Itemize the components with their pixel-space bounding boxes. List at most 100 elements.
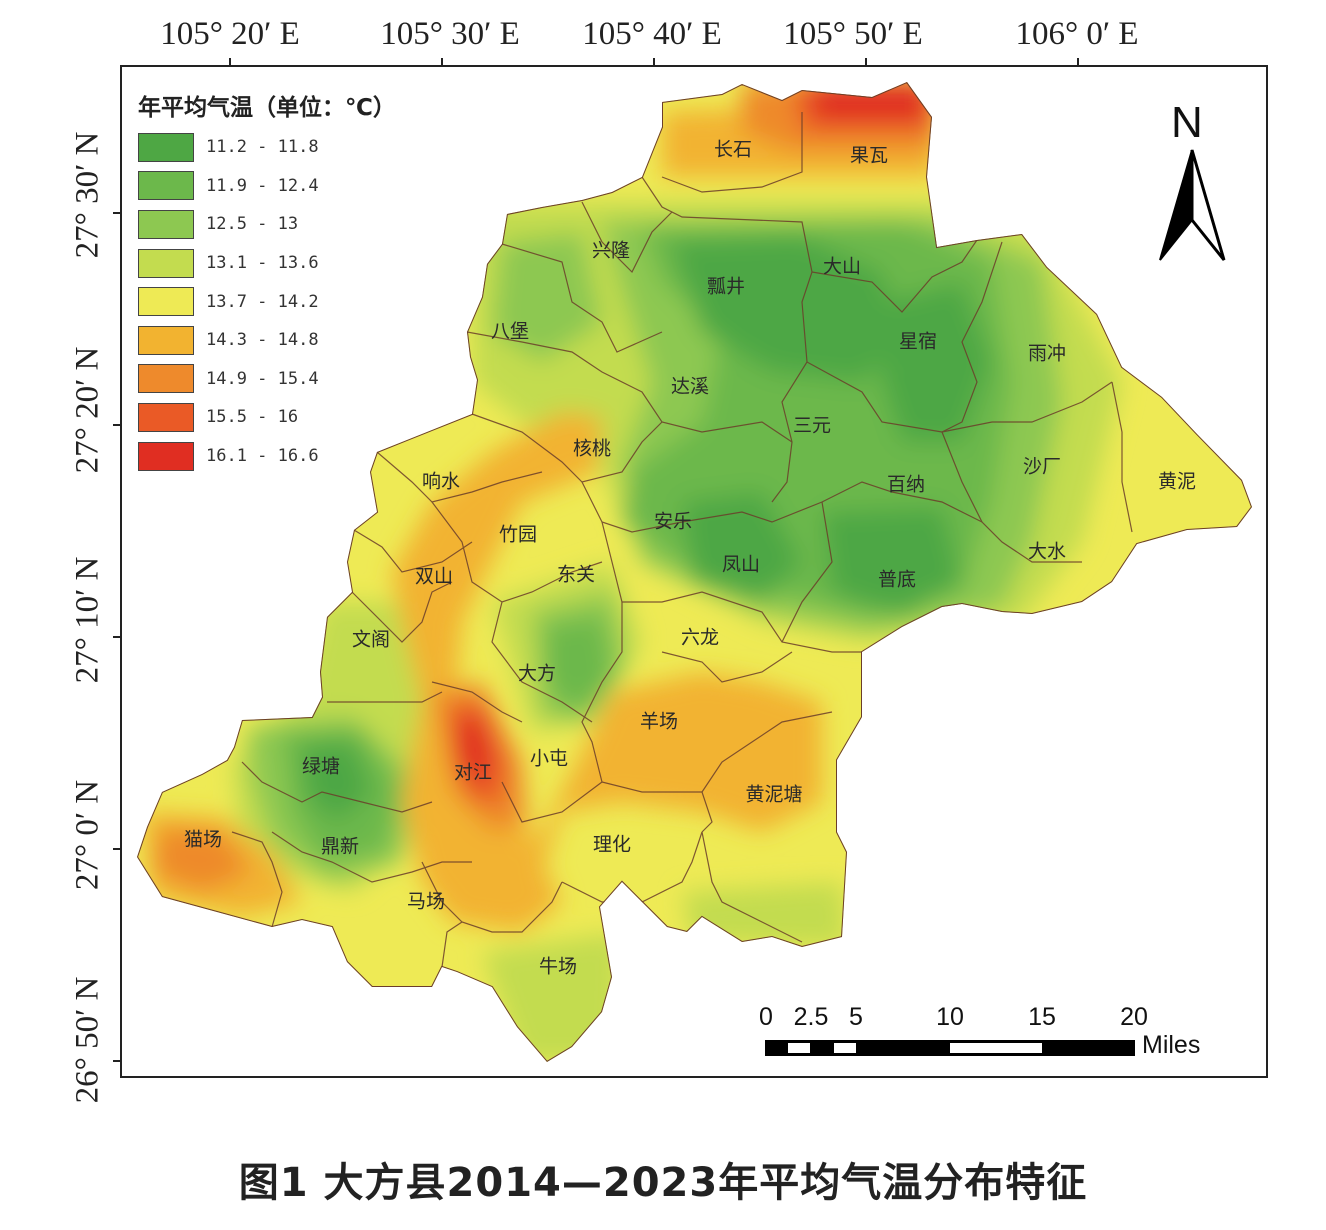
scale-tick-label: 5 [849, 1003, 863, 1031]
scale-bar: 0 2.5 5 10 15 20 Miles [759, 1003, 1214, 1063]
town-label-maochang: 猫场 [183, 828, 223, 851]
longitude-tick [653, 58, 655, 66]
latitude-label: 27° 30′ N [69, 131, 106, 259]
scale-tick-label: 10 [936, 1003, 964, 1031]
town-label-dashui: 大水 [1027, 540, 1067, 563]
town-label-shachang: 沙厂 [1022, 455, 1062, 478]
town-label-duijiang: 对江 [453, 761, 493, 784]
township-boundaries [231, 112, 1133, 968]
longitude-tick [441, 58, 443, 66]
town-label-shuangshan: 双山 [414, 565, 454, 588]
legend-label: 14.9 - 15.4 [206, 368, 319, 389]
town-label-baina: 百纳 [886, 473, 926, 496]
legend: 年平均气温（单位：℃） 11.2 - 11.8 11.9 - 12.4 12.5 -… [138, 88, 396, 475]
legend-item: 15.5 - 16 [138, 398, 396, 437]
town-label-lvtang: 绿塘 [301, 755, 341, 778]
longitude-label: 105° 40′ E [582, 16, 722, 52]
town-label-anle: 安乐 [653, 510, 693, 533]
legend-swatch [138, 132, 194, 162]
longitude-tick [229, 58, 231, 66]
longitude-tick [1077, 58, 1079, 66]
legend-label: 15.5 - 16 [206, 407, 299, 428]
town-label-yuchong: 雨冲 [1027, 342, 1067, 365]
scale-tick-label: 2.5 [793, 1003, 829, 1031]
legend-item: 14.9 - 15.4 [138, 360, 396, 399]
legend-label: 12.5 - 13 [206, 214, 299, 235]
town-label-dashan: 大山 [822, 255, 862, 278]
town-label-wenge: 文阁 [351, 628, 391, 651]
legend-item: 14.3 - 14.8 [138, 321, 396, 360]
latitude-tick [113, 424, 121, 426]
latitude-tick [113, 636, 121, 638]
town-label-yangchang: 羊场 [639, 710, 679, 733]
legend-item: 11.9 - 12.4 [138, 167, 396, 206]
town-label-liulong: 六龙 [680, 626, 720, 649]
town-label-xiaotun: 小屯 [529, 747, 569, 770]
town-label-zhuyuan: 竹园 [498, 523, 538, 546]
town-label-guowa: 果瓦 [849, 144, 889, 167]
legend-item: 16.1 - 16.6 [138, 437, 396, 476]
town-label-daxi: 达溪 [670, 375, 710, 398]
scale-bar-graphic [765, 1040, 1135, 1056]
temperature-map [137, 82, 1252, 1062]
latitude-tick [113, 212, 121, 214]
legend-title: 年平均气温（单位：℃） [138, 95, 396, 121]
legend-label: 11.2 - 11.8 [206, 137, 319, 158]
town-label-sanyuan: 三元 [792, 414, 832, 437]
town-label-changshi: 长石 [713, 138, 753, 161]
longitude-label: 105° 50′ E [783, 16, 923, 52]
scale-tick-label: 0 [759, 1003, 773, 1031]
town-label-piaojing: 瓢井 [706, 275, 746, 298]
town-label-lihua: 理化 [592, 833, 632, 856]
legend-rows: 11.2 - 11.8 11.9 - 12.4 12.5 - 13 13.1 - 13… [138, 128, 396, 475]
legend-swatch [138, 171, 194, 201]
town-label-xiangshui: 响水 [421, 470, 461, 493]
longitude-label: 106° 0′ E [1015, 16, 1139, 52]
latitude-label: 27° 20′ N [69, 346, 106, 474]
legend-label: 13.1 - 13.6 [206, 253, 319, 274]
town-label-huangni: 黄泥 [1157, 470, 1197, 493]
town-label-hetao: 核桃 [572, 437, 612, 460]
latitude-label: 26° 50′ N [69, 976, 106, 1104]
longitude-label: 105° 20′ E [160, 16, 300, 52]
legend-label: 16.1 - 16.6 [206, 446, 319, 467]
legend-item: 11.2 - 11.8 [138, 128, 396, 167]
legend-swatch [138, 441, 194, 471]
town-label-dingxin: 鼎新 [320, 835, 360, 858]
legend-label: 13.7 - 14.2 [206, 291, 319, 312]
legend-item: 12.5 - 13 [138, 205, 396, 244]
town-label-dafang: 大方 [517, 662, 557, 685]
legend-swatch [138, 209, 194, 239]
longitude-label: 105° 30′ E [380, 16, 520, 52]
scale-tick-label: 15 [1028, 1003, 1056, 1031]
town-label-huangnitang: 黄泥塘 [745, 783, 803, 806]
town-label-xingsu: 星宿 [898, 330, 938, 353]
legend-swatch [138, 325, 194, 355]
legend-swatch [138, 287, 194, 317]
legend-swatch [138, 364, 194, 394]
latitude-label: 27° 0′ N [69, 779, 106, 891]
figure-caption: 图1 大方县2014—2023年平均气温分布特征 [238, 1160, 1088, 1206]
latitude-tick [113, 1060, 121, 1062]
town-label-fengshan: 凤山 [721, 553, 761, 576]
legend-item: 13.7 - 14.2 [138, 282, 396, 321]
legend-label: 14.3 - 14.8 [206, 330, 319, 351]
longitude-tick [865, 58, 867, 66]
town-label-babao: 八堡 [490, 320, 530, 343]
town-label-dongguan: 东关 [556, 563, 596, 586]
town-label-niuchang: 牛场 [538, 955, 578, 978]
scale-tick-label: 20 [1120, 1003, 1148, 1031]
latitude-label: 27° 10′ N [69, 556, 106, 684]
north-letter: N [1171, 98, 1203, 147]
town-label-xinglong: 兴隆 [591, 239, 631, 262]
map-frame [120, 65, 1268, 1078]
latitude-tick [113, 848, 121, 850]
town-label-machang: 马场 [406, 890, 446, 913]
town-label-pudi: 普底 [877, 568, 917, 591]
legend-item: 13.1 - 13.6 [138, 244, 396, 283]
legend-swatch [138, 402, 194, 432]
scale-unit: Miles [1142, 1031, 1201, 1059]
legend-label: 11.9 - 12.4 [206, 175, 319, 196]
north-arrow-icon [1159, 149, 1226, 261]
legend-swatch [138, 248, 194, 278]
